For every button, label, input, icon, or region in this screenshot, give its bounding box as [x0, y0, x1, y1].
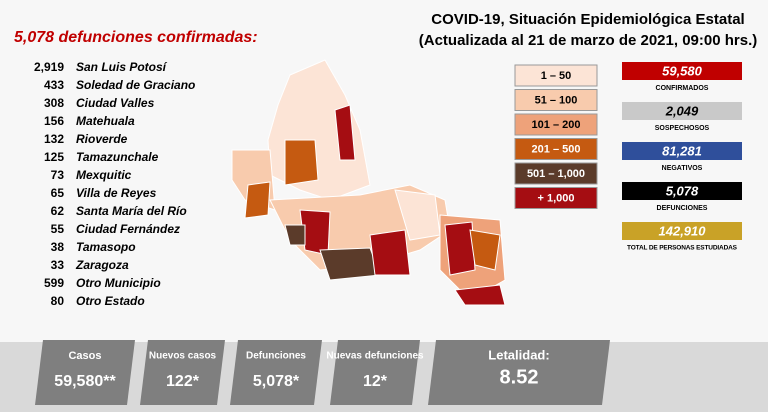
- legend-label: 51 – 100: [535, 94, 578, 106]
- municipality-name: Villa de Reyes: [76, 186, 157, 200]
- municipality-name: Zaragoza: [75, 258, 129, 272]
- summary-box: [330, 340, 420, 405]
- title: COVID-19, Situación Epidemiológica Estat…: [431, 11, 744, 28]
- map-region: [284, 139, 319, 186]
- stat-box: [622, 142, 742, 160]
- death-count: 308: [44, 96, 64, 110]
- death-count: 2,919: [34, 60, 64, 74]
- legend-label: + 1,000: [537, 192, 574, 204]
- legend-swatch: [514, 113, 598, 136]
- summary-value: 59,580**: [54, 373, 116, 390]
- summary-label: Nuevos casos: [149, 351, 217, 362]
- summary-box: [140, 340, 225, 405]
- death-count: 62: [51, 204, 65, 218]
- municipality-name: San Luis Potosí: [76, 60, 168, 74]
- death-count: 599: [44, 276, 64, 290]
- summary-box: [428, 340, 610, 405]
- municipality-name: Otro Municipio: [76, 276, 161, 290]
- stat-label: CONFIRMADOS: [656, 85, 709, 92]
- stat-box: [622, 182, 742, 200]
- stat-box: [622, 222, 742, 240]
- death-count: 132: [44, 132, 64, 146]
- death-count: 433: [44, 78, 64, 92]
- map-region: [444, 221, 476, 276]
- summary-value: 8.52: [500, 366, 539, 388]
- death-count: 73: [51, 168, 65, 182]
- death-count: 80: [51, 294, 65, 308]
- summary-box: [35, 340, 135, 405]
- legend-swatch: [514, 89, 598, 111]
- summary-label: Defunciones: [246, 351, 306, 362]
- municipality-name: Ciudad Valles: [76, 96, 155, 110]
- death-count: 33: [51, 258, 65, 272]
- death-count: 156: [44, 114, 64, 128]
- municipality-name: Rioverde: [76, 132, 128, 146]
- death-count: 125: [44, 150, 64, 164]
- municipality-name: Otro Estado: [76, 294, 145, 308]
- map-region: [454, 284, 506, 306]
- legend-label: 1 – 50: [541, 70, 572, 82]
- municipality-name: Tamasopo: [76, 240, 136, 254]
- municipality-name: Tamazunchale: [76, 150, 159, 164]
- legend-label: 501 – 1,000: [527, 168, 585, 180]
- municipality-name: Santa María del Río: [76, 204, 187, 218]
- stat-value: 2,049: [665, 103, 699, 118]
- summary-label: Nuevas defunciones: [326, 351, 424, 362]
- stat-label: TOTAL DE PERSONAS ESTUDIADAS: [627, 245, 738, 252]
- stat-value: 81,281: [662, 143, 702, 158]
- municipality-name: Ciudad Fernández: [76, 222, 180, 236]
- legend-label: 101 – 200: [532, 119, 581, 131]
- stat-label: NEGATIVOS: [662, 165, 703, 172]
- stat-box: [622, 102, 742, 120]
- death-count: 65: [51, 186, 65, 200]
- headline: 5,078 defunciones confirmadas:: [14, 29, 258, 46]
- death-count: 55: [51, 222, 65, 236]
- municipality-name: Matehuala: [76, 114, 135, 128]
- map: [231, 59, 506, 306]
- legend-label: 201 – 500: [532, 143, 581, 155]
- map-region: [334, 104, 356, 161]
- map-region: [284, 224, 306, 246]
- map-region: [244, 181, 271, 219]
- summary-value: 12*: [363, 373, 388, 390]
- legend-swatch: [514, 162, 598, 185]
- stat-label: SOSPECHOSOS: [655, 125, 710, 132]
- stat-value: 5,078: [666, 183, 699, 198]
- municipality-name: Mexquitic: [76, 168, 132, 182]
- stat-label: DEFUNCIONES: [657, 205, 708, 212]
- summary-box: [230, 340, 322, 405]
- summary-label: Letalidad:: [488, 347, 549, 362]
- map-region: [369, 229, 411, 276]
- death-count: 38: [51, 240, 65, 254]
- legend-swatch: [514, 187, 598, 209]
- municipality-name: Soledad de Graciano: [76, 78, 195, 92]
- map-region: [469, 229, 501, 271]
- map-region: [319, 247, 381, 281]
- stat-box: [622, 62, 742, 80]
- stat-value: 59,580: [662, 63, 703, 78]
- legend-swatch: [514, 64, 598, 87]
- summary-value: 122*: [166, 373, 200, 390]
- summary-value: 5,078*: [253, 373, 300, 390]
- legend-swatch: [514, 138, 598, 160]
- stat-value: 142,910: [659, 223, 707, 238]
- summary-label: Casos: [68, 350, 101, 362]
- subtitle: (Actualizada al 21 de marzo de 2021, 09:…: [419, 32, 757, 49]
